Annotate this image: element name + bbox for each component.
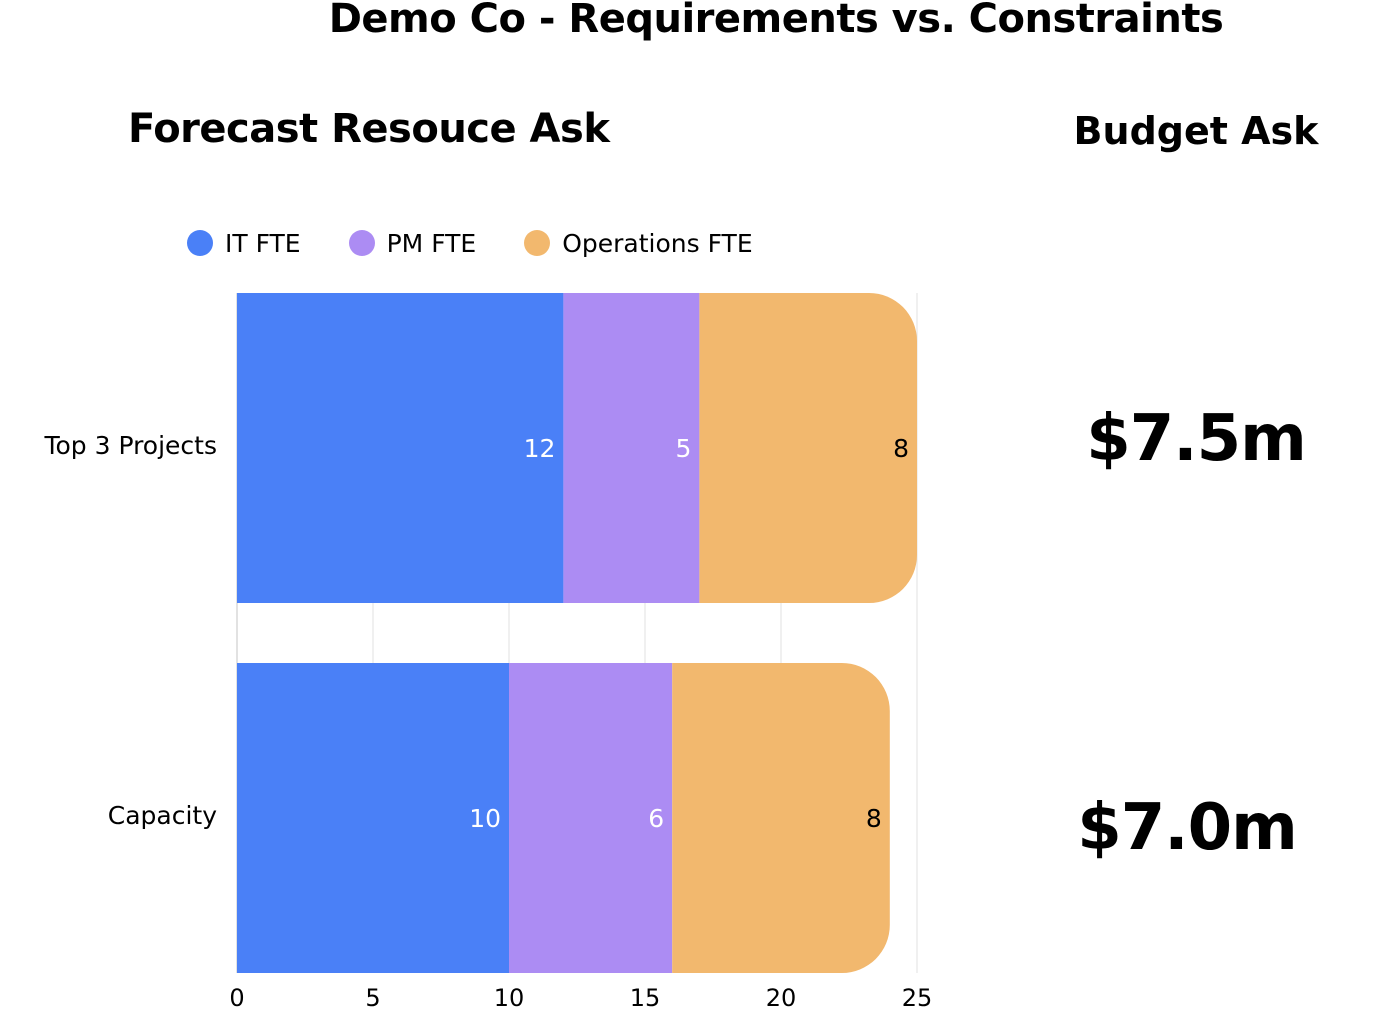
budget-value-capacity: $7.0m [1077, 791, 1298, 865]
legend-swatch-pm-fte [348, 230, 375, 256]
data-label-capacity-pm-fte: 6 [648, 804, 664, 833]
x-tick-label-0: 0 [229, 984, 244, 1012]
bar-capacity-it-fte [237, 663, 509, 973]
legend-label-pm-fte: PM FTE [386, 228, 477, 258]
legend-swatch-it-fte [187, 230, 213, 256]
bar-capacity-operations-fte [672, 663, 890, 973]
bar-top-3-projects-it-fte [237, 293, 564, 603]
x-tick-label-5: 5 [365, 984, 380, 1012]
bar-capacity-pm-fte [509, 663, 673, 973]
legend-item-it-fte: IT FTE [187, 229, 301, 258]
data-label-top-3-projects-operations-fte: 8 [893, 434, 909, 463]
x-tick-label-15: 15 [630, 984, 661, 1012]
legend-swatch-operations-fte [524, 230, 551, 256]
legend-item-operations-fte: Operations FTE [524, 228, 753, 258]
forecast-section-title: Forecast Resouce Ask [128, 106, 610, 152]
chart-title: Demo Co - Requirements vs. Constraints [328, 0, 1224, 42]
category-label-top-3-projects: Top 3 Projects [43, 431, 217, 460]
data-label-capacity-operations-fte: 8 [866, 804, 882, 833]
bar-top-3-projects-operations-fte [699, 293, 917, 603]
x-tick-label-20: 20 [766, 984, 797, 1012]
x-tick-label-10: 10 [494, 984, 525, 1012]
legend-label-operations-fte: Operations FTE [562, 228, 753, 258]
budget-value-top-3-projects: $7.5m [1086, 402, 1307, 476]
budget-section-title: Budget Ask [1073, 109, 1319, 153]
data-label-top-3-projects-it-fte: 12 [524, 434, 556, 463]
data-label-capacity-it-fte: 10 [469, 804, 501, 833]
chart-legend: IT FTE PM FTE Operations FTE [187, 226, 753, 260]
category-label-capacity: Capacity [108, 801, 217, 830]
data-label-top-3-projects-pm-fte: 5 [675, 434, 691, 463]
x-tick-label-25: 25 [902, 984, 933, 1012]
bar-top-3-projects-pm-fte [563, 293, 700, 603]
legend-label-it-fte: IT FTE [225, 228, 301, 258]
legend-item-pm-fte: PM FTE [348, 228, 477, 258]
